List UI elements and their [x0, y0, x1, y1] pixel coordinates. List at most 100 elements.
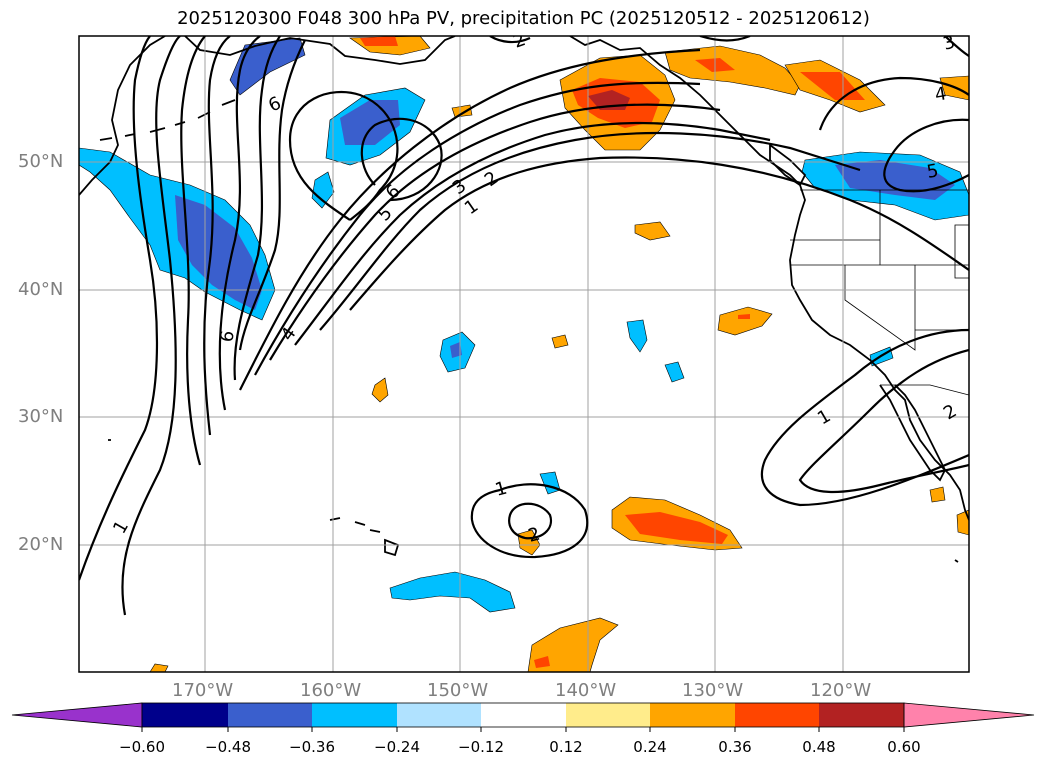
pos-region-south-mid — [534, 656, 550, 668]
contour-label: 6 — [216, 329, 239, 344]
colorbar-tick-label: −0.12 — [458, 738, 504, 756]
colorbar-bin — [650, 703, 735, 727]
coastlines — [79, 36, 969, 563]
colorbar-tick-label: −0.36 — [289, 738, 335, 756]
pos-region-sw-corner — [149, 663, 169, 672]
pos-region-alaska-north-mid — [360, 36, 398, 46]
pv-gulf-alaska-loop — [288, 90, 399, 221]
contour-label: 2 — [940, 400, 960, 424]
pv-contour-2-hawaii — [508, 502, 553, 540]
pos-region-small-1 — [451, 104, 473, 118]
lat-label-40n: 40°N — [18, 279, 64, 300]
pv-contour-6-west — [238, 39, 306, 351]
colorbar-bin — [566, 703, 650, 727]
colorbar-outline — [141, 702, 905, 728]
colorbar-bin — [142, 703, 228, 727]
pv-contour-4-west — [218, 36, 261, 411]
pv-contour-3-west — [203, 36, 231, 436]
map-frame — [78, 35, 970, 673]
pv-contour-2-top — [489, 36, 531, 44]
colorbar-tick-label: 0.48 — [802, 738, 836, 756]
nevada-border — [844, 265, 916, 351]
pv-ridge-1 — [239, 48, 701, 391]
pos-region-subtropical-mid — [625, 512, 728, 544]
map-title: 2025120300 F048 300 hPa PV, precipitatio… — [177, 8, 870, 29]
contour-label: 6 — [265, 93, 284, 117]
colorbar-bin — [481, 703, 566, 727]
pos-region-offshore-ca — [717, 306, 773, 336]
colorbar-tick-label: −0.60 — [119, 738, 165, 756]
colorbar-tick-label: 0.36 — [718, 738, 752, 756]
lat-label-50n: 50°N — [18, 151, 64, 172]
contour-label: 4 — [933, 83, 948, 106]
pos-region-small-4 — [371, 377, 389, 403]
lon-label-150w: 150°W — [427, 680, 489, 701]
pv-contours — [79, 36, 969, 616]
colorbar-bin — [228, 703, 312, 727]
neg-region-hawaii-south — [389, 571, 516, 613]
colorbar — [11, 702, 1035, 732]
neg-region-central-core — [175, 195, 262, 310]
pv-contour-1-west — [79, 36, 159, 581]
colorbar-tick-label: 0.24 — [633, 738, 667, 756]
colorbar-bin — [735, 703, 819, 727]
hawaii-islands — [329, 517, 400, 557]
pos-region-small-2 — [634, 221, 671, 241]
contour-label: 3 — [941, 32, 957, 55]
borders — [790, 189, 969, 396]
pv-ridge-2 — [254, 81, 701, 376]
colorbar-tick-label: −0.24 — [374, 738, 420, 756]
neg-region-mid-pacific-core — [450, 342, 462, 358]
small-islands — [108, 439, 959, 563]
pv-ridge-4 — [294, 121, 771, 346]
neg-region-tiny-1 — [626, 319, 648, 353]
pv-contour-5-west — [233, 36, 281, 381]
pv-ridge-3 — [269, 103, 721, 361]
colorbar-tick-label: −0.48 — [205, 738, 251, 756]
neg-region-tiny-3 — [539, 471, 561, 495]
pos-region-canada-north — [664, 45, 801, 96]
aleutian-islands — [99, 99, 236, 141]
colorbar-bin — [312, 703, 397, 727]
baja-california — [879, 384, 947, 482]
pv-ridge-5 — [319, 131, 861, 331]
contour-label: 2 — [526, 524, 542, 547]
pv-contour-2-east — [798, 348, 969, 493]
colorbar-max-extend — [903, 702, 1035, 728]
neg-region-small-west — [311, 171, 335, 209]
pos-region-offshore-ca-mid — [738, 314, 750, 319]
neg-region-tiny-2 — [664, 361, 685, 383]
pv-contour-3-ne — [944, 36, 969, 57]
contour-label: 5 — [925, 160, 940, 183]
lon-label-130w: 130°W — [682, 680, 744, 701]
pv-contour-4-ne — [818, 76, 969, 131]
pos-region-small-3 — [551, 334, 569, 349]
colorbar-bin — [397, 703, 481, 727]
gridlines — [79, 36, 969, 672]
lat-label-20n: 20°N — [18, 534, 64, 555]
contour-label: 1 — [493, 478, 509, 501]
lon-label-170w: 170°W — [172, 680, 234, 701]
pv-gulf-alaska-loop-2 — [360, 117, 443, 202]
pv-ridge-6 — [349, 156, 969, 311]
pv-contour-2-top-2 — [699, 36, 751, 42]
vancouver-island — [769, 143, 807, 187]
pos-region-hawaii-east — [517, 529, 541, 556]
pos-region-south — [527, 617, 619, 672]
colorbar-ticks — [141, 727, 905, 732]
pv-contour-2-west — [180, 36, 206, 466]
pos-region-baja-1 — [929, 486, 946, 503]
pv-contour-5-ne — [883, 118, 969, 193]
colorbar-bin — [819, 703, 904, 727]
contour-label: 1 — [109, 517, 133, 537]
lon-label-160w: 160°W — [300, 680, 362, 701]
lat-label-30n: 30°N — [18, 406, 64, 427]
colorbar-min-extend — [11, 702, 143, 728]
lon-label-140w: 140°W — [555, 680, 617, 701]
colorbar-tick-label: 0.12 — [549, 738, 583, 756]
ut-box — [954, 224, 969, 279]
pv-contour-1-hawaii — [470, 483, 589, 559]
contour-label: 1 — [461, 195, 482, 219]
bc-coast — [569, 36, 969, 521]
colorbar-tick-label: 0.60 — [887, 738, 921, 756]
